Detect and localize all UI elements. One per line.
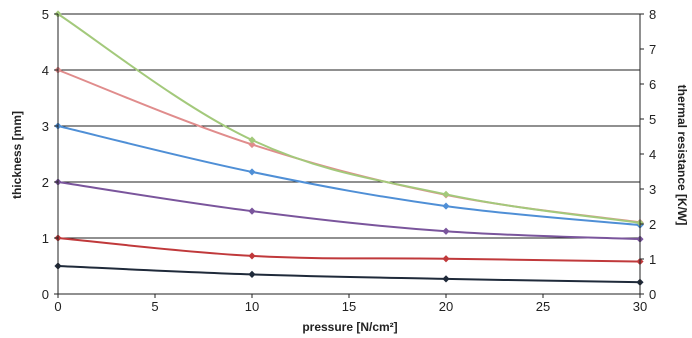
series-line-1	[57, 237, 641, 263]
x-tick-label: 20	[439, 299, 453, 314]
series-line-2	[57, 181, 641, 241]
y-axis-title: thickness [mm]	[10, 111, 24, 199]
y2-tick-label: 3	[649, 182, 656, 197]
y2-tick-label: 5	[649, 112, 656, 127]
y2-tick-label: 8	[649, 7, 656, 22]
series-line-0	[57, 265, 641, 284]
y-tick-label: 0	[42, 287, 49, 302]
x-tick-label: 5	[151, 299, 158, 314]
series-0	[54, 262, 644, 286]
data-point-3-1	[248, 168, 256, 176]
data-point-5-2	[442, 190, 450, 198]
y2-tick-label: 1	[649, 252, 656, 267]
data-point-2-2	[442, 227, 450, 235]
series-line-4	[57, 69, 641, 224]
series-group	[54, 10, 644, 286]
y2-tick-label: 0	[649, 287, 656, 302]
data-point-0-1	[248, 270, 256, 278]
y-tick-label: 1	[42, 231, 49, 246]
series-line-5	[57, 13, 641, 224]
y2-tick-label: 6	[649, 77, 656, 92]
x-tick-label: 30	[633, 299, 647, 314]
data-point-0-2	[442, 275, 450, 283]
x-tick-label: 0	[54, 299, 61, 314]
x-tick-label: 25	[536, 299, 550, 314]
series-line-3	[57, 125, 641, 227]
data-point-2-1	[248, 207, 256, 215]
data-point-5-1	[248, 136, 256, 144]
y-tick-label: 4	[42, 63, 49, 78]
x-tick-label: 15	[342, 299, 356, 314]
series-1	[54, 234, 644, 266]
x-tick-label: 10	[245, 299, 259, 314]
y2-tick-label: 2	[649, 217, 656, 232]
y2-tick-label: 4	[649, 147, 656, 162]
data-point-4-1	[248, 140, 256, 149]
series-2	[54, 178, 644, 243]
x-axis-title: pressure [N/cm²]	[302, 320, 397, 334]
data-point-1-1	[248, 252, 256, 260]
y-tick-label: 2	[42, 175, 49, 190]
data-point-3-2	[442, 202, 450, 210]
y-tick-label: 3	[42, 119, 49, 134]
y2-tick-label: 7	[649, 42, 656, 57]
data-point-1-2	[442, 255, 450, 263]
y-tick-label: 5	[42, 7, 49, 22]
y2-axis-title: thermal resistance [K/W]	[675, 85, 689, 226]
grid	[58, 13, 640, 239]
series-5	[54, 10, 644, 227]
